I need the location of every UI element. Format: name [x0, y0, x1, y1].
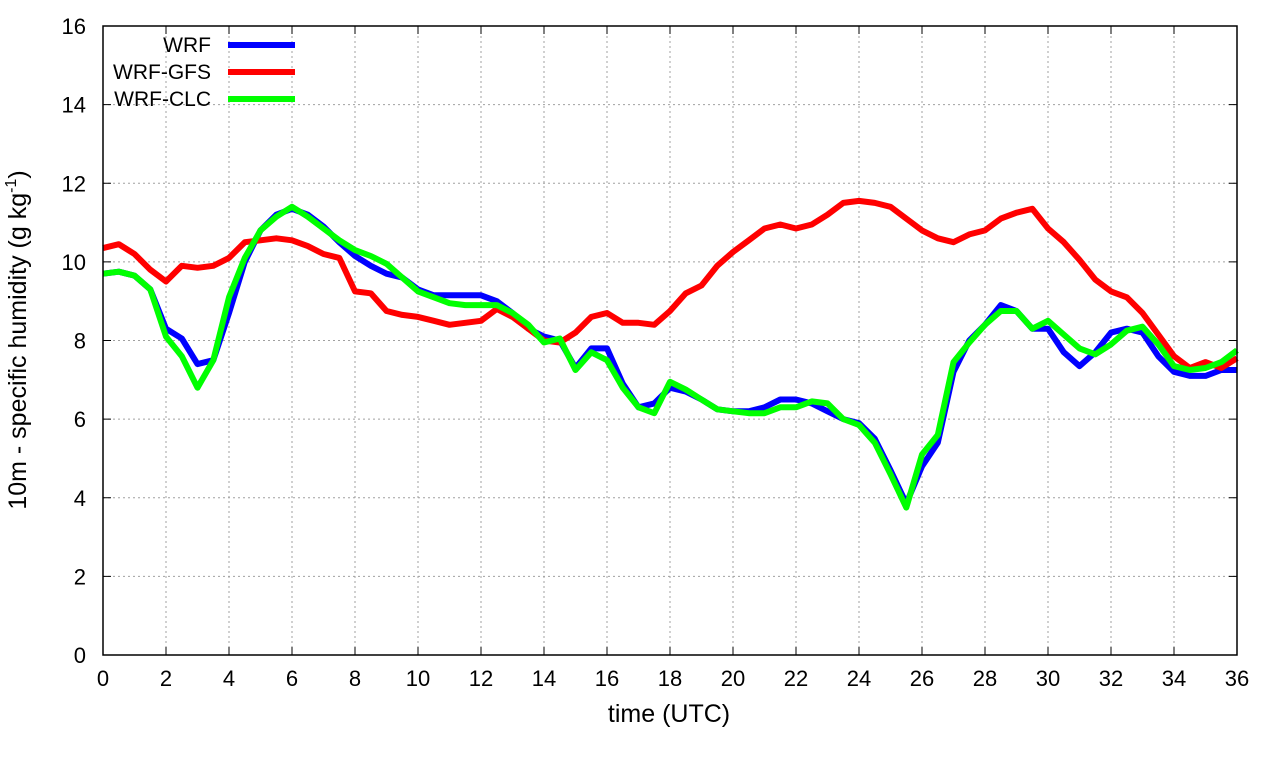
- x-tick-label: 32: [1099, 666, 1123, 691]
- x-tick-label: 2: [160, 666, 172, 691]
- x-tick-label: 10: [406, 666, 430, 691]
- y-axis-title: 10m - specific humidity (g kg-1): [3, 170, 32, 509]
- y-tick-label: 12: [62, 171, 86, 196]
- y-tick-label: 10: [62, 250, 86, 275]
- x-axis-title: time (UTC): [608, 700, 730, 728]
- y-tick-label: 4: [74, 486, 86, 511]
- y-tick-label: 6: [74, 407, 86, 432]
- legend-label: WRF-GFS: [113, 61, 211, 84]
- y-axis-title-close: ): [4, 170, 32, 178]
- x-tick-label: 0: [97, 666, 109, 691]
- x-tick-label: 4: [223, 666, 235, 691]
- x-tick-label: 20: [721, 666, 745, 691]
- x-tick-label: 26: [910, 666, 934, 691]
- x-tick-label: 18: [658, 666, 682, 691]
- y-tick-labels: 0 2 4 6 8 10 12 14 16: [62, 14, 86, 668]
- x-tick-label: 28: [973, 666, 997, 691]
- x-tick-label: 34: [1162, 666, 1186, 691]
- legend-label: WRF: [163, 34, 211, 57]
- y-tick-label: 8: [74, 329, 86, 354]
- y-axis-title-main: 10m - specific humidity (g kg: [4, 193, 32, 510]
- plot-frame: [102, 25, 1238, 656]
- x-tick-label: 14: [532, 666, 556, 691]
- y-tick-label: 16: [62, 14, 86, 39]
- x-tick-label: 22: [784, 666, 808, 691]
- x-tick-label: 24: [847, 666, 871, 691]
- x-tick-labels: 0 2 4 6 8 10 12 14 16 18 20 22 24 26 28 30 32 34 36: [97, 666, 1249, 691]
- y-tick-label: 14: [62, 93, 86, 118]
- series-lines: [102, 197, 1239, 511]
- x-tick-label: 36: [1225, 666, 1249, 691]
- x-tick-label: 16: [595, 666, 619, 691]
- y-tick-label: 2: [74, 564, 86, 589]
- x-tick-label: 12: [469, 666, 493, 691]
- legend-label: WRF-CLC: [114, 88, 211, 111]
- series-line-wrf-gfs: [102, 197, 1239, 371]
- grid-lines: [103, 26, 1237, 655]
- x-tick-label: 30: [1036, 666, 1060, 691]
- legend: WRF WRF-GFS WRF-CLC: [113, 34, 295, 111]
- x-tick-label: 8: [349, 666, 361, 691]
- y-axis-title-superscript: -1: [3, 179, 20, 193]
- x-tick-label: 6: [286, 666, 298, 691]
- series-line-wrf-clc: [102, 203, 1239, 511]
- y-tick-label: 0: [74, 643, 86, 668]
